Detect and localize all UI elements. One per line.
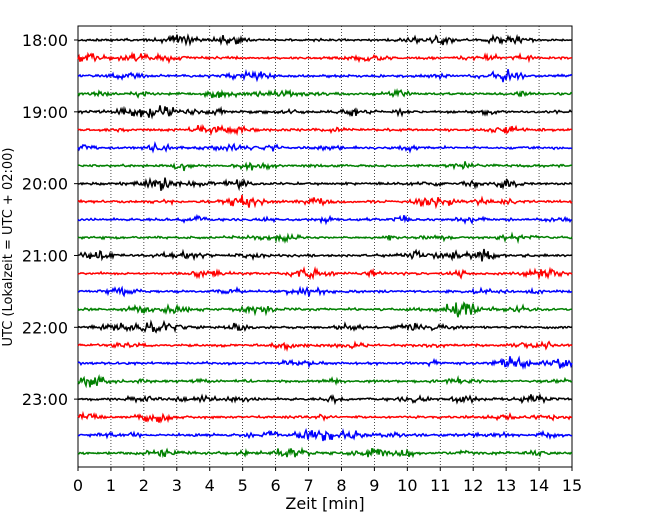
x-tick-label: 0 (73, 476, 83, 495)
seismogram-trace (77, 213, 573, 226)
x-tick-label: 9 (369, 476, 379, 495)
x-tick-label: 7 (303, 476, 313, 495)
seismogram-trace (77, 231, 573, 245)
seismogram-trace (77, 248, 573, 262)
y-tick-label: 19:00 (22, 103, 68, 122)
seismogram-trace (77, 176, 573, 192)
trace-layer (77, 33, 573, 459)
plot-frame (77, 25, 573, 468)
x-tick-label: 15 (562, 476, 582, 495)
x-tick-label: 1 (106, 476, 116, 495)
seismogram-trace (77, 105, 573, 120)
seismogram-trace (77, 355, 573, 370)
x-tick-label: 4 (205, 476, 215, 495)
x-tick-label: 3 (172, 476, 182, 495)
x-tick-label: 11 (430, 476, 450, 495)
x-axis-label: Zeit [min] (285, 494, 364, 513)
x-tick-label: 2 (139, 476, 149, 495)
seismogram-trace (77, 161, 573, 172)
seismogram-trace (77, 33, 573, 47)
seismogram-trace (77, 374, 573, 389)
seismogram-trace (77, 427, 573, 442)
x-tick-label: 8 (336, 476, 346, 495)
y-tick-label: 21:00 (22, 246, 68, 265)
y-axis-label: UTC (Lokalzeit = UTC + 02:00) (1, 148, 16, 347)
y-tick-label: 23:00 (22, 390, 68, 409)
x-tick-label: 14 (529, 476, 549, 495)
seismogram-trace (77, 446, 573, 459)
seismogram-trace (77, 319, 573, 334)
seismogram-trace (77, 340, 573, 352)
y-tick-label: 20:00 (22, 175, 68, 194)
x-tick-label: 12 (463, 476, 483, 495)
seismogram-trace (77, 410, 573, 424)
seismogram-trace (77, 285, 573, 298)
seismogram-trace (77, 301, 573, 318)
seismogram-trace (77, 141, 573, 154)
y-ticks: 18:00 19:00 20:00 21:00 22:00 23:00 (22, 31, 78, 409)
x-tick-label: 6 (271, 476, 281, 495)
x-tick-label: 5 (238, 476, 248, 495)
x-tick-label: 10 (397, 476, 417, 495)
seismogram-trace (77, 265, 573, 281)
seismogram-trace (77, 69, 573, 83)
y-tick-label: 22:00 (22, 318, 68, 337)
seismogram-trace (77, 392, 573, 406)
x-ticks: 0 1 2 3 4 5 6 7 8 9 10 11 12 13 14 15 (73, 467, 582, 495)
y-tick-label: 18:00 (22, 31, 68, 50)
seismogram-trace (77, 51, 573, 65)
seismogram-trace (77, 194, 573, 210)
seismogram-trace (77, 123, 573, 137)
seismogram-trace (77, 87, 573, 99)
x-tick-label: 13 (496, 476, 516, 495)
